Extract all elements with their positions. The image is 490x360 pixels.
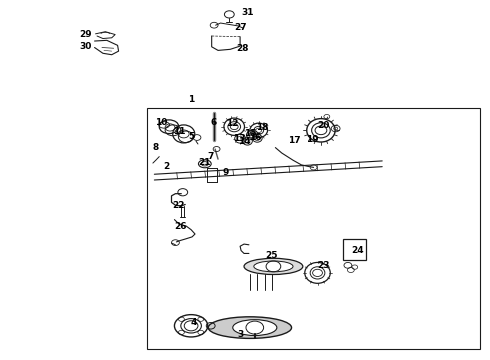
Text: 30: 30 xyxy=(79,42,92,51)
Text: 1: 1 xyxy=(188,95,194,104)
Text: 9: 9 xyxy=(222,168,229,177)
Text: 5: 5 xyxy=(188,132,194,141)
Text: 15: 15 xyxy=(244,130,256,139)
Text: 17: 17 xyxy=(288,136,300,145)
Text: 4: 4 xyxy=(190,318,197,327)
Text: 27: 27 xyxy=(234,23,246,32)
Text: 8: 8 xyxy=(153,143,159,152)
Text: 12: 12 xyxy=(226,119,239,128)
Text: 28: 28 xyxy=(236,44,249,53)
Text: 11: 11 xyxy=(172,127,185,136)
Text: 24: 24 xyxy=(351,246,364,255)
Bar xyxy=(343,239,366,260)
Bar xyxy=(147,108,480,349)
Text: 2: 2 xyxy=(164,162,170,171)
Text: 20: 20 xyxy=(317,121,330,130)
Text: 22: 22 xyxy=(172,201,185,210)
Text: 31: 31 xyxy=(241,8,254,17)
Text: 26: 26 xyxy=(174,222,187,231)
Text: 19: 19 xyxy=(306,135,319,144)
Ellipse shape xyxy=(254,261,293,272)
Text: 7: 7 xyxy=(207,152,214,161)
Ellipse shape xyxy=(233,320,277,336)
Text: 29: 29 xyxy=(79,30,92,39)
Text: 16: 16 xyxy=(248,133,261,142)
Text: 23: 23 xyxy=(317,261,330,270)
Text: 10: 10 xyxy=(155,118,168,127)
Text: 25: 25 xyxy=(266,251,278,260)
Text: 14: 14 xyxy=(238,137,250,146)
Ellipse shape xyxy=(208,317,292,338)
Text: 21: 21 xyxy=(198,158,211,167)
Text: 18: 18 xyxy=(256,123,269,132)
Text: 13: 13 xyxy=(233,134,245,143)
Ellipse shape xyxy=(244,258,303,274)
Text: 3: 3 xyxy=(237,330,243,338)
Text: 6: 6 xyxy=(210,118,216,127)
